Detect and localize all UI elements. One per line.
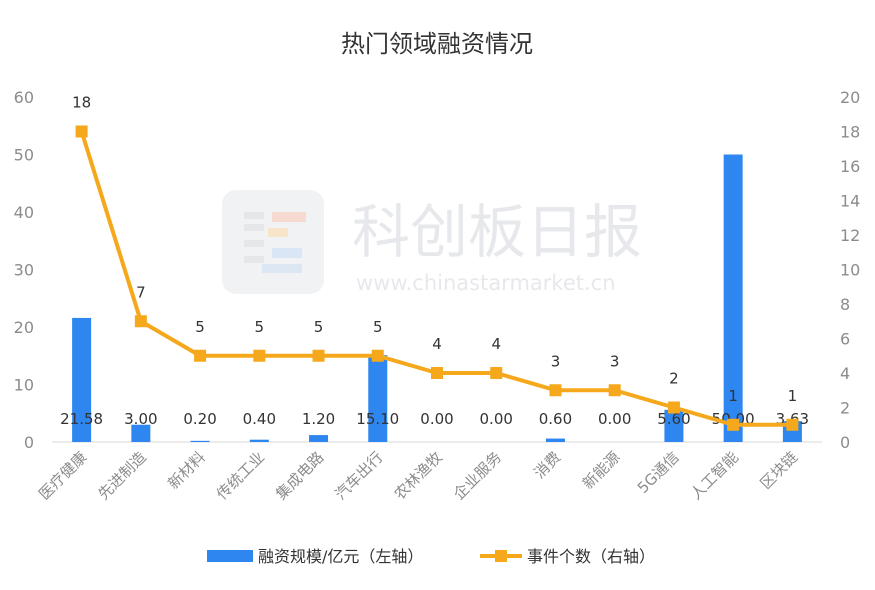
bar-data-label: 15.10 (356, 410, 399, 428)
right-tick-label: 4 (840, 364, 850, 383)
bar (664, 409, 684, 442)
line-point (75, 125, 88, 138)
line-data-label: 3 (551, 352, 561, 370)
line-point (431, 367, 443, 379)
bar (190, 440, 210, 442)
legend-label-bar: 融资规模/亿元（左轴） (258, 547, 423, 566)
bar (545, 438, 565, 442)
bar-data-label: 0.00 (480, 410, 513, 428)
category-label: 5G通信 (634, 448, 683, 497)
line-point (371, 349, 384, 362)
right-tick-label: 20 (840, 88, 860, 107)
line-point (667, 401, 680, 414)
bar-data-label: 0.20 (183, 410, 216, 428)
line-data-label: 5 (195, 318, 205, 336)
bar (131, 424, 151, 442)
bar-data-label: 21.58 (60, 410, 103, 428)
line-data-label: 5 (373, 318, 383, 336)
watermark-logo-icon (244, 212, 306, 273)
bar-data-label: 0.40 (243, 410, 276, 428)
line-point (134, 315, 147, 328)
legend: 融资规模/亿元（左轴） 事件个数（右轴） (207, 547, 655, 566)
line-point (786, 418, 799, 431)
right-tick-label: 14 (840, 192, 860, 211)
line-data-label: 1 (728, 387, 738, 405)
line-data-label: 1 (788, 387, 798, 405)
watermark-url: www.chinastarmarket.cn (356, 271, 616, 295)
line-data-label: 5 (314, 318, 324, 336)
line-data-label: 2 (669, 370, 679, 388)
right-tick-label: 10 (840, 261, 860, 280)
right-axis: 0 2 4 6 8 10 12 14 16 18 20 (840, 88, 860, 452)
right-tick-label: 2 (840, 399, 850, 418)
category-label: 农林渔牧 (391, 448, 446, 503)
right-tick-label: 6 (840, 330, 850, 349)
category-label: 新能源 (579, 448, 624, 493)
bar-data-label: 5.60 (657, 410, 690, 428)
line-data-label: 3 (610, 352, 620, 370)
bar (72, 317, 92, 442)
category-label: 新材料 (164, 448, 209, 493)
watermark-brand: 科创板日报 (352, 198, 642, 266)
line-point (549, 384, 562, 397)
category-label: 人工智能 (687, 448, 742, 503)
bar (249, 439, 269, 442)
bar-data-label: 0.00 (598, 410, 631, 428)
category-label: 传统工业 (213, 448, 268, 503)
left-tick-label: 60 (14, 88, 34, 107)
right-tick-label: 12 (840, 226, 860, 245)
bar-data-label: 1.20 (302, 410, 335, 428)
category-label: 集成电路 (272, 448, 327, 503)
left-tick-label: 50 (14, 146, 34, 165)
bar-data-labels: 21.58 3.00 0.20 0.40 1.20 15.10 0.00 0.00 0.60 0.… (60, 410, 809, 428)
category-label: 企业服务 (450, 448, 505, 503)
left-tick-label: 10 (14, 376, 34, 395)
bar-data-label: 3.00 (124, 410, 157, 428)
watermark: 科创板日报 www.chinastarmarket.cn (222, 190, 642, 295)
right-tick-label: 16 (840, 157, 860, 176)
legend-swatch-marker (495, 550, 507, 562)
line-data-label: 7 (136, 283, 146, 301)
bar (368, 355, 388, 442)
right-tick-label: 0 (840, 433, 850, 452)
line-point (253, 349, 266, 362)
right-tick-label: 8 (840, 295, 850, 314)
legend-label-line: 事件个数（右轴） (527, 547, 655, 566)
watermark-logo-tile (222, 190, 324, 294)
legend-swatch-bar (207, 550, 253, 562)
category-label: 先进制造 (95, 448, 150, 503)
bar (309, 435, 329, 442)
category-label: 区块链 (757, 448, 802, 493)
line-point (727, 418, 740, 431)
right-tick-label: 18 (840, 123, 860, 142)
line-data-label: 18 (72, 94, 91, 112)
line-point (312, 349, 325, 362)
line-series (75, 125, 799, 431)
line-data-label: 4 (491, 335, 501, 353)
left-tick-label: 30 (14, 261, 34, 280)
line-data-labels: 18 7 5 5 5 5 4 4 3 3 2 1 1 (72, 94, 797, 405)
bar (723, 154, 743, 442)
bar-data-label: 0.60 (539, 410, 572, 428)
line-data-label: 4 (432, 335, 442, 353)
left-tick-label: 20 (14, 318, 34, 337)
line-point (194, 349, 207, 362)
bar-data-label: 0.00 (420, 410, 453, 428)
line-point (608, 384, 621, 397)
category-label: 消费 (530, 448, 564, 482)
line-data-label: 5 (255, 318, 265, 336)
chart-title: 热门领域融资情况 (341, 30, 533, 58)
category-label: 医疗健康 (35, 448, 90, 503)
left-tick-label: 40 (14, 203, 34, 222)
category-labels: 医疗健康 先进制造 新材料 传统工业 集成电路 汽车出行 农林渔牧 企业服务 消费 新能源 5G通信… (35, 448, 801, 503)
category-label: 汽车出行 (331, 448, 386, 503)
line-point (490, 367, 503, 379)
left-tick-label: 0 (24, 433, 34, 452)
left-axis: 0 10 20 30 40 50 60 (14, 88, 34, 452)
